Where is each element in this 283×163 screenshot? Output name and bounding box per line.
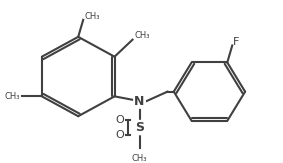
Text: CH₃: CH₃ bbox=[5, 92, 20, 101]
Text: O: O bbox=[115, 130, 124, 140]
Text: O: O bbox=[115, 115, 124, 125]
Text: F: F bbox=[233, 37, 240, 47]
Text: CH₃: CH₃ bbox=[132, 154, 147, 163]
Text: CH₃: CH₃ bbox=[84, 12, 100, 21]
Text: CH₃: CH₃ bbox=[134, 31, 150, 40]
Text: N: N bbox=[134, 95, 145, 108]
Text: S: S bbox=[135, 121, 144, 134]
